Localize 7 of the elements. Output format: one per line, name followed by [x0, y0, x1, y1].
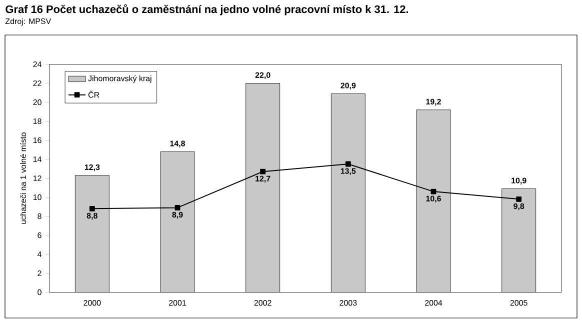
point	[260, 168, 266, 174]
chart-title: Graf 16 Počet uchazečů o zaměstnání na jedno volné pracovní místo k 31. 12.	[6, 4, 408, 16]
point	[430, 188, 436, 194]
point	[516, 196, 522, 202]
point	[89, 206, 95, 212]
point	[174, 205, 180, 210]
point	[345, 161, 351, 167]
